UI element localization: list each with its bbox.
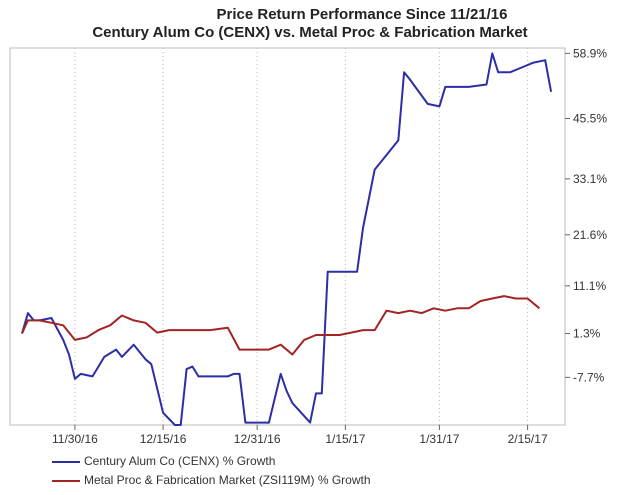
grid-lines — [74, 48, 529, 425]
y-tick-label: -7.7% — [573, 370, 605, 384]
chart-title: Price Return Performance Since 11/21/16 — [216, 6, 508, 23]
x-tick-label: 1/31/17 — [419, 432, 459, 446]
legend-label-metal-proc: Metal Proc & Fabrication Market (ZSI119M… — [84, 473, 371, 487]
x-tick-label: 12/15/16 — [140, 432, 187, 446]
y-tick-label: 21.6% — [573, 228, 607, 242]
legend-item-cenx: Century Alum Co (CENX) % Growth — [52, 454, 275, 468]
plot-frame — [9, 47, 566, 426]
y-tick-label: 11.1% — [573, 279, 606, 293]
series-layer — [21, 52, 553, 426]
x-tick-label: 12/31/16 — [234, 432, 281, 446]
series-line-cenx — [21, 52, 553, 426]
chart-subtitle: Century Alum Co (CENX) vs. Metal Proc & … — [92, 24, 528, 41]
x-tick-label: 11/30/16 — [52, 432, 98, 446]
y-tick-label: 33.1% — [573, 172, 607, 186]
legend-item-metal-proc: Metal Proc & Fabrication Market (ZSI119M… — [52, 473, 371, 487]
y-tick-label: 1.3% — [573, 327, 601, 341]
plot-area — [9, 47, 566, 426]
y-tick-label: 45.5% — [573, 112, 607, 126]
x-tick-label: 1/15/17 — [325, 432, 365, 446]
legend-swatch-metal-proc — [52, 479, 80, 482]
legend-swatch-cenx — [52, 460, 80, 463]
x-tick-label: 2/15/17 — [508, 432, 548, 446]
y-tick-label: 58.9% — [573, 46, 607, 60]
series-line-metal-proc — [21, 295, 541, 356]
y-axis-ticks: 58.9% 45.5% 33.1% 21.6% 11.1% 1.3% -7.7% — [565, 46, 607, 384]
x-axis-ticks: 11/30/16 12/15/16 12/31/16 1/15/17 1/31/17 2/… — [52, 425, 548, 446]
legend-label-cenx: Century Alum Co (CENX) % Growth — [84, 454, 276, 468]
